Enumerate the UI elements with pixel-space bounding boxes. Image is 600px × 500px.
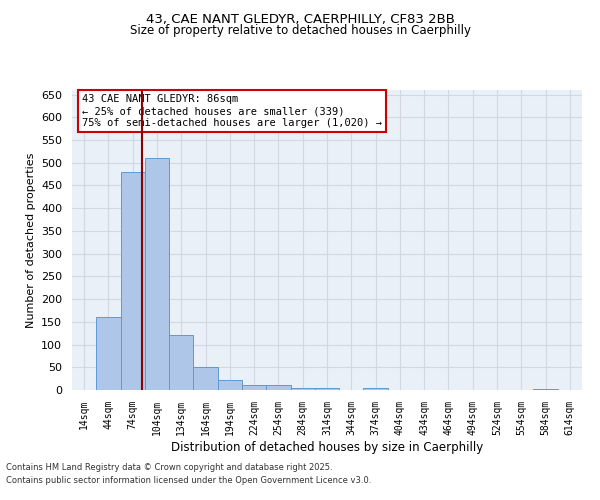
Bar — [145, 158, 169, 390]
Bar — [290, 388, 315, 390]
Bar — [218, 380, 242, 390]
Bar — [193, 368, 218, 390]
Bar — [169, 336, 193, 390]
Bar — [96, 318, 121, 390]
Text: 43 CAE NANT GLEDYR: 86sqm
← 25% of detached houses are smaller (339)
75% of semi: 43 CAE NANT GLEDYR: 86sqm ← 25% of detac… — [82, 94, 382, 128]
Bar — [315, 388, 339, 390]
Text: 43, CAE NANT GLEDYR, CAERPHILLY, CF83 2BB: 43, CAE NANT GLEDYR, CAERPHILLY, CF83 2B… — [146, 12, 454, 26]
Bar — [242, 384, 266, 390]
X-axis label: Distribution of detached houses by size in Caerphilly: Distribution of detached houses by size … — [171, 440, 483, 454]
Text: Size of property relative to detached houses in Caerphilly: Size of property relative to detached ho… — [130, 24, 470, 37]
Bar — [533, 389, 558, 390]
Text: Contains HM Land Registry data © Crown copyright and database right 2025.: Contains HM Land Registry data © Crown c… — [6, 464, 332, 472]
Text: Contains public sector information licensed under the Open Government Licence v3: Contains public sector information licen… — [6, 476, 371, 485]
Y-axis label: Number of detached properties: Number of detached properties — [26, 152, 35, 328]
Bar — [121, 172, 145, 390]
Bar — [266, 386, 290, 390]
Bar — [364, 388, 388, 390]
